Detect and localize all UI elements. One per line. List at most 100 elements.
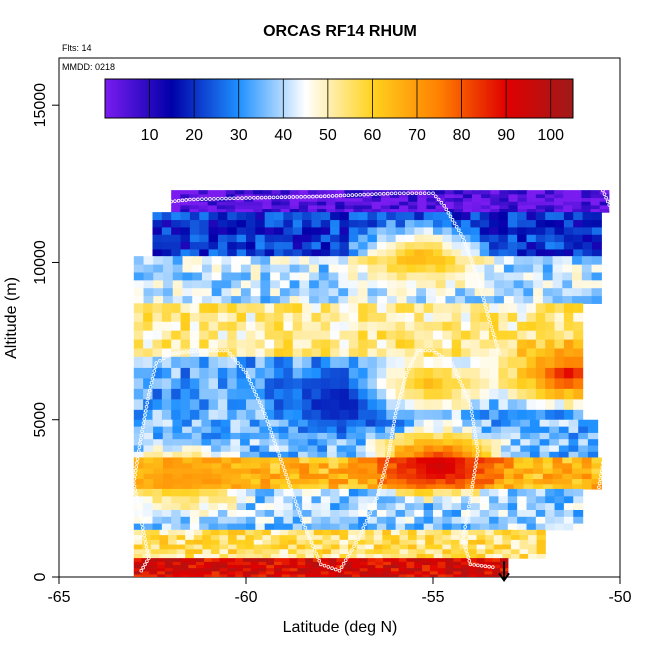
heat-cell [356,432,367,440]
heat-cell [523,271,534,281]
heat-cell [545,509,556,517]
track-point [474,457,479,461]
heat-cell [492,570,501,575]
heat-cell [498,241,509,250]
heat-cell [199,388,210,400]
heat-cell [133,516,144,524]
heat-cell [433,398,443,410]
heat-cell [260,473,271,480]
heat-cell [389,197,400,202]
heat-cell [398,567,408,572]
heat-cell [292,495,303,504]
heat-cell [348,516,359,524]
heat-cell [274,312,284,322]
heat-cell [180,321,191,331]
heat-cell [191,432,203,440]
heat-cell [250,483,262,490]
track-point [436,197,441,202]
track-point [169,199,174,204]
heat-cell [519,529,529,536]
heat-cell [270,548,281,555]
heat-cell [246,303,256,313]
heat-cell [481,201,491,206]
heat-cell [348,241,359,250]
heat-cell [508,197,519,202]
heat-cell [210,553,221,559]
heat-cell [572,190,583,195]
track-point [140,425,145,430]
heat-cell [208,212,219,221]
heat-cell [414,567,423,572]
heat-cell [344,204,355,210]
heat-cell [470,367,481,379]
heat-cell [377,264,388,273]
heat-cell [153,271,164,281]
track-point [228,351,232,356]
heat-cell [279,295,291,304]
track-point [608,358,613,363]
heat-cell [507,388,518,400]
track-point [144,405,149,409]
track-point [431,191,435,196]
heat-cell [250,264,262,273]
heat-cell [311,338,322,349]
heat-cell [437,561,447,566]
track-point [597,481,602,486]
heat-cell [386,219,397,228]
heat-cell [192,287,203,297]
heat-cell [330,226,341,235]
heat-cell [417,208,428,213]
heat-cell [191,438,203,446]
heat-cell [545,312,556,322]
heat-cell [554,338,565,349]
heat-cell [442,398,453,410]
heat-cell [445,279,456,289]
heat-cell [433,356,443,368]
heat-cell [328,271,339,281]
track-point [419,348,424,353]
track-point [612,299,616,304]
heat-cell [270,534,281,540]
heat-cell [554,197,564,202]
track-point [456,376,461,380]
heat-cell [292,212,303,221]
heat-cell [451,330,462,340]
heat-cell [526,377,537,389]
heat-cell [472,208,482,213]
track-point [350,547,354,552]
heat-cell [356,426,367,433]
heat-cell [408,543,418,550]
heat-cell [461,509,471,517]
heat-cell [289,287,300,297]
heat-cell [442,347,453,358]
heat-cell [461,312,471,322]
heat-cell [502,534,512,540]
x-tick-label: -50 [608,589,631,606]
heat-cell [227,219,238,228]
heat-cell [176,548,186,555]
heat-cell [250,561,260,566]
heat-cell [387,287,398,297]
heat-cell [221,462,232,469]
heat-cell [479,495,490,504]
heat-cell [199,303,210,313]
heat-cell [180,347,191,358]
heat-cell [152,241,163,250]
heat-cell [305,529,315,536]
heat-cell [526,219,537,228]
heat-cell [211,462,223,469]
heat-cell [274,398,284,410]
heat-cell [358,367,369,379]
heat-cell [161,241,172,250]
track-point [609,339,614,343]
heat-cell [365,548,375,555]
track-point [461,537,465,542]
heat-cell [330,502,341,510]
heat-cell [339,509,350,517]
heat-cell [152,303,163,313]
track-point [138,441,142,446]
heat-cell [250,573,260,577]
heat-cell [283,516,294,524]
heat-cell [433,432,444,440]
heat-cell [472,190,482,195]
